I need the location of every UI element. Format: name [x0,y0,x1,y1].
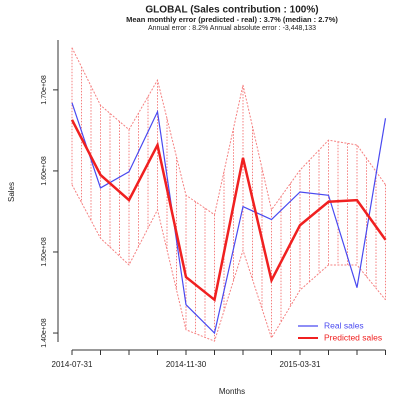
y-tick-label: 1.60e+08 [41,156,48,185]
x-axis-label: Months [219,387,245,396]
y-tick-label: 1.50e+08 [41,237,48,266]
y-tick-label: 1.70e+08 [41,75,48,104]
subtitle: Mean monthly error (predicted - real) : … [126,15,338,24]
subtitle: Annual error : 8.2% Annual absolute erro… [148,25,316,32]
legend-label: Real sales [324,320,364,330]
x-tick-label: 2014-07-31 [52,360,93,369]
y-tick-label: 1.40e+08 [41,318,48,347]
y-axis-label: Sales [7,182,16,202]
legend-label: Predicted sales [324,332,382,342]
x-tick-label: 2014-11-30 [166,360,207,369]
series-line [71,102,387,335]
interval-upper [71,47,386,216]
series-line [70,119,387,303]
chart-title: GLOBAL (Sales contribution : 100%) [145,5,318,16]
x-tick-label: 2015-03-31 [280,360,321,369]
